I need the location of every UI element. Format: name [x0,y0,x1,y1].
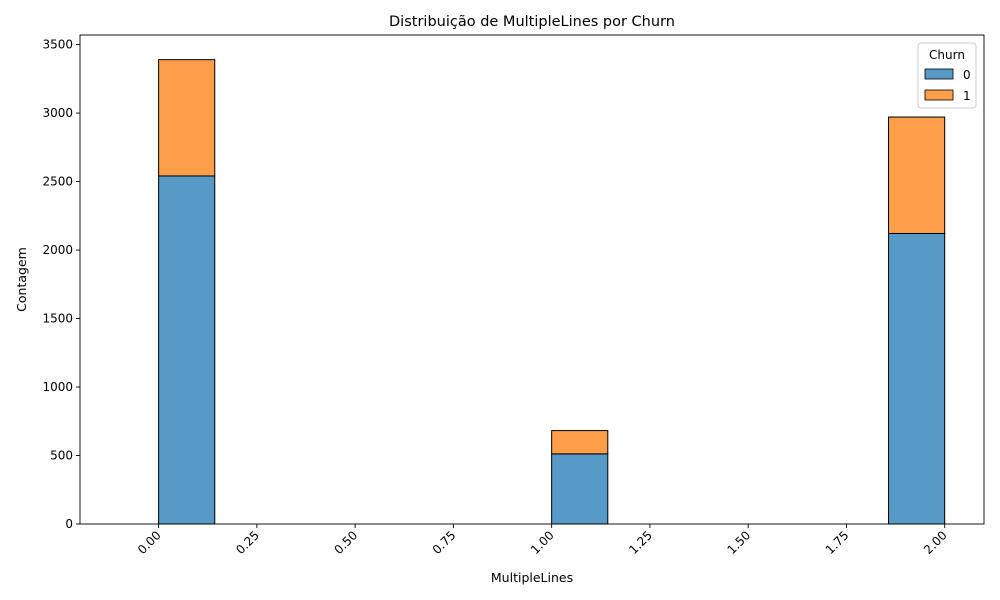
legend-swatch-0 [924,68,954,80]
x-axis: 0.00 0.25 0.50 0.75 1.00 1.25 1.50 1.75 2.00 [135,524,950,557]
bar-bin-0-churn-1 [158,59,216,177]
y-tick-label: 1000 [42,380,73,394]
y-tick-label: 0 [65,517,73,531]
bars-group [158,59,946,525]
y-tick-label: 2000 [42,243,73,257]
y-tick-label: 1500 [42,312,73,326]
y-tick-label: 500 [50,449,73,463]
bar-bin-13-churn-1 [888,116,946,234]
y-tick-label: 2500 [42,175,73,189]
x-tick-label: 0.75 [430,528,459,557]
plot-frame [79,34,985,525]
legend-label-1: 1 [963,89,971,103]
legend-swatch-1 [924,89,954,101]
x-tick-label: 2.00 [921,528,950,557]
x-tick-label: 0.00 [135,528,164,557]
legend-title: Churn [929,48,965,62]
x-axis-label: MultipleLines [491,570,573,585]
x-tick-label: 1.00 [528,528,557,557]
x-tick-label: 1.25 [626,528,655,557]
bar-bin-0-churn-0 [158,175,216,525]
y-axis-label: Contagem [14,247,29,312]
bar-bin-13-churn-0 [888,232,946,525]
chart-title: Distribuição de MultipleLines por Churn [389,14,675,30]
x-tick-label: 1.50 [725,528,754,557]
y-tick-label: 3500 [42,38,73,52]
legend: Churn 0 1 [917,42,977,109]
x-tick-label: 0.25 [233,528,262,557]
x-tick-label: 1.75 [823,528,852,557]
bar-bin-7-churn-0 [551,453,609,525]
bar-bin-7-churn-1 [551,430,609,455]
legend-label-0: 0 [963,68,971,82]
x-tick-label: 0.50 [331,528,360,557]
y-tick-label: 3000 [42,106,73,120]
y-axis: 0 500 1000 1500 2000 2500 3000 3500 [42,38,80,531]
